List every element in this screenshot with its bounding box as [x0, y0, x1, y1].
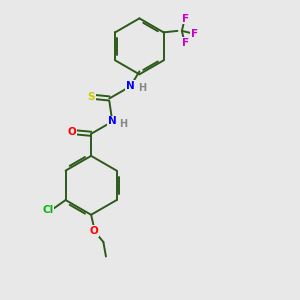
Text: H: H [138, 83, 146, 94]
Text: O: O [89, 226, 98, 236]
Text: Cl: Cl [42, 206, 53, 215]
Text: N: N [108, 116, 117, 126]
Text: O: O [68, 127, 76, 137]
Text: N: N [126, 81, 135, 91]
Text: F: F [191, 29, 198, 39]
Text: F: F [182, 38, 189, 48]
Text: H: H [119, 119, 128, 129]
Text: S: S [87, 92, 95, 102]
Text: F: F [182, 14, 189, 23]
